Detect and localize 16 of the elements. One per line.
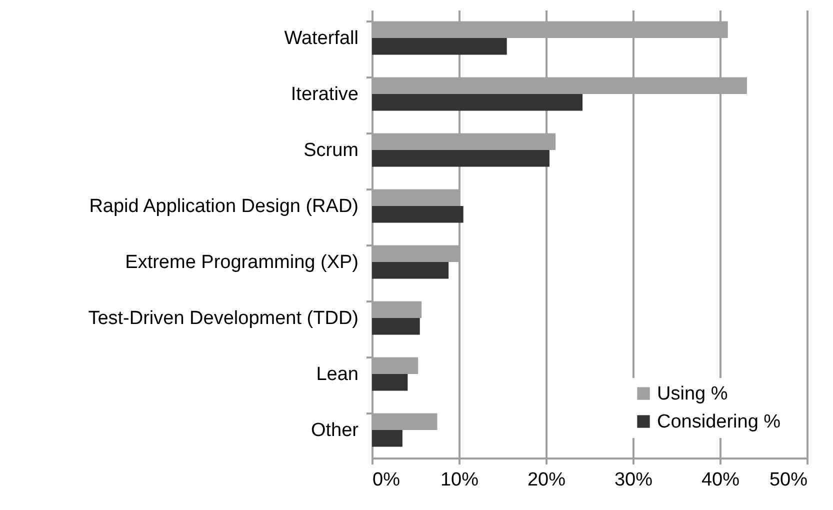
- legend-label: Using %: [657, 384, 728, 404]
- y-tick-label: Scrum: [304, 140, 358, 161]
- y-tick-label: Other: [310, 420, 360, 441]
- x-tick-label: 20%: [527, 470, 566, 490]
- y-tick-label: Waterfall: [284, 28, 358, 49]
- x-tick-label: 10%: [440, 470, 479, 490]
- y-tick-label: Extreme Programming (XP): [125, 252, 358, 273]
- y-tick-label: Test-Driven Development (TDD): [88, 308, 358, 329]
- y-tick-label: Lean: [316, 364, 358, 385]
- x-tick-label: 0%: [372, 470, 400, 490]
- x-tick-label: 40%: [701, 470, 740, 490]
- legend-label: Considering %: [657, 412, 781, 432]
- x-tick-label: 50%: [769, 470, 808, 490]
- x-tick-label: 30%: [614, 470, 653, 490]
- y-tick-label: Rapid Application Design (RAD): [89, 196, 358, 217]
- y-tick-label: Iterative: [290, 84, 358, 105]
